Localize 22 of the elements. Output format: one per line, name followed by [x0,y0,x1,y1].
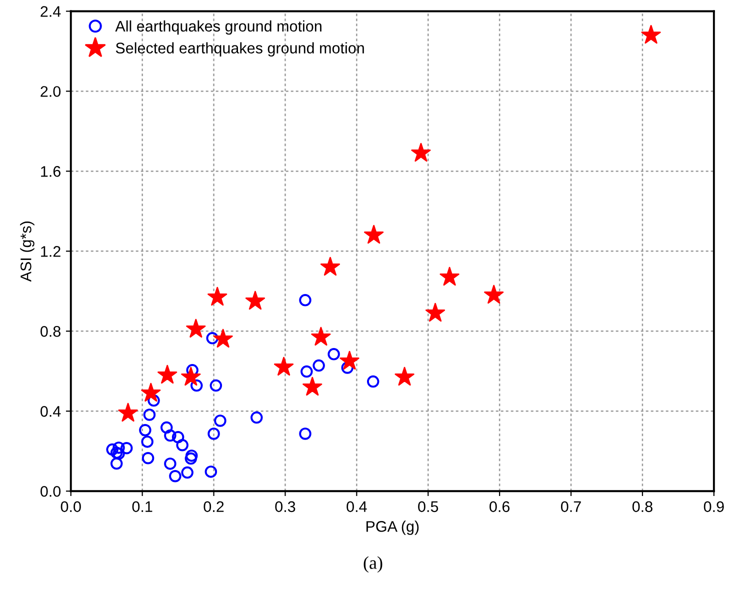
x-tick-label: 0.1 [132,501,152,512]
x-tick-label: 0.8 [632,501,652,512]
y-tick-label: 2.0 [40,86,61,97]
y-axis-title: ASI (g*s) [20,222,34,282]
y-tick-label: 1.6 [41,166,60,177]
x-tick-label: 0.0 [60,501,81,512]
x-axis-title: PGA (g) [366,520,419,535]
x-tick-label: 0.4 [346,501,367,512]
x-tick-label: 0.3 [275,501,296,512]
x-tick-label: 0.5 [418,501,438,512]
y-tick-label: 0.8 [40,326,60,337]
y-tick-label: 0.0 [40,486,61,497]
text: (a) [364,556,382,573]
x-tick-label: 0.9 [704,501,724,512]
x-tick-label: 0.7 [561,501,581,512]
y-tick-label: 1.2 [41,246,60,257]
legend-label: All earthquakes ground motion [115,20,322,35]
y-tick-label: 2.4 [40,6,61,17]
legend-label: Selected earthquakes ground motion [116,42,364,57]
x-tick-label: 0.2 [204,501,224,512]
x-tick-label: 0.6 [490,501,510,512]
y-tick-label: 0.4 [40,406,61,417]
